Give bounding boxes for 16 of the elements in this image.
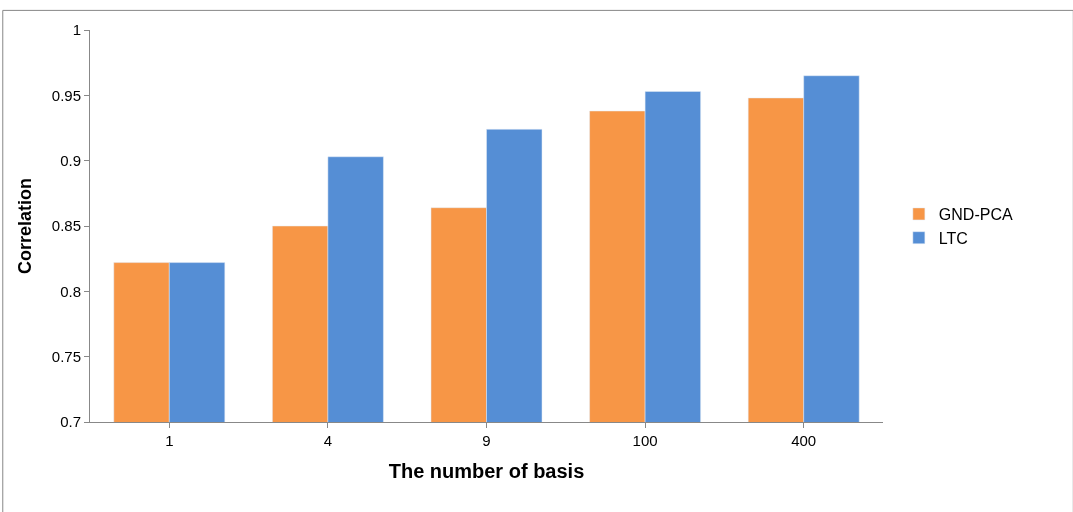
x-tick-label: 9 xyxy=(482,432,491,449)
y-tick-label: 0.95 xyxy=(51,86,81,104)
legend-label: GND-PCA xyxy=(938,206,1013,224)
y-tick-label: 1 xyxy=(72,21,81,39)
y-tick-label: 0.75 xyxy=(51,347,81,365)
y-tick-label: 0.7 xyxy=(60,413,81,431)
x-tick-label: 100 xyxy=(632,432,658,449)
legend-label: LTC xyxy=(938,229,968,247)
x-tick-label: 1 xyxy=(165,432,174,449)
y-tick-label: 0.8 xyxy=(60,282,81,300)
x-tick-label: 4 xyxy=(323,432,333,449)
x-tick-label: 400 xyxy=(791,432,817,449)
y-tick-label: 0.9 xyxy=(60,151,81,169)
x-axis-title: The number of basis xyxy=(388,459,585,482)
y-axis-title: Correlation xyxy=(15,177,35,275)
y-tick-label: 0.85 xyxy=(51,217,81,235)
